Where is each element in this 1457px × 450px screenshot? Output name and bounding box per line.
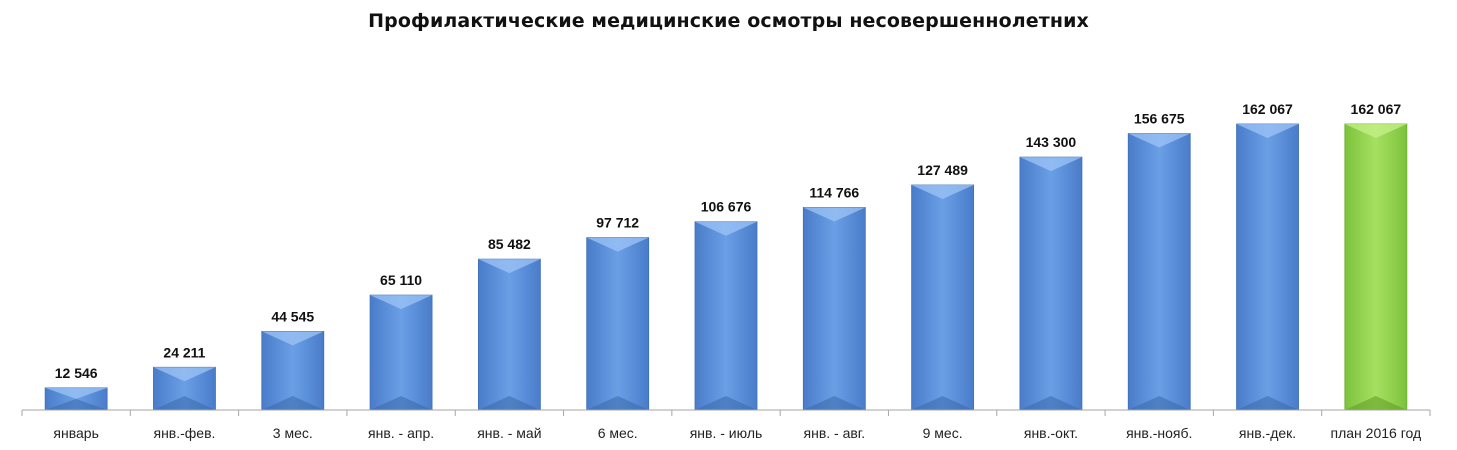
bar-bottom-bevel	[695, 396, 757, 410]
x-tick-label: янв.-фев.	[153, 425, 215, 441]
bar-bottom-bevel	[370, 396, 433, 410]
bar-12	[1236, 123, 1299, 411]
data-label: 65 110	[380, 272, 422, 288]
bar-rect	[694, 221, 758, 411]
bar-rect	[369, 294, 433, 411]
chart-title: Профилактические медицинские осмотры нес…	[368, 10, 1089, 32]
data-label: 24 211	[163, 344, 205, 360]
data-label: 12 546	[55, 365, 98, 381]
data-label: 97 712	[596, 215, 639, 231]
bar-8	[802, 207, 866, 411]
bar-7	[694, 221, 758, 411]
bar-rect	[1344, 123, 1408, 411]
data-label: 85 482	[488, 236, 531, 252]
bar-top-bevel	[370, 295, 433, 310]
x-tick-label: план 2016 год	[1331, 425, 1422, 441]
bar-top-bevel	[695, 221, 757, 236]
bar-rect	[802, 207, 866, 411]
x-tick-label: янв. - июль	[690, 425, 763, 441]
bar-rect	[911, 184, 975, 411]
bar-bottom-bevel	[586, 396, 649, 410]
data-label: 143 300	[1026, 134, 1077, 150]
bar-top-bevel	[1344, 124, 1407, 138]
bar-top-bevel	[478, 259, 541, 274]
bar-bottom-bevel	[153, 396, 216, 410]
bar-13	[1344, 123, 1408, 411]
bar-rect	[1019, 156, 1083, 411]
bar-top-bevel	[1236, 124, 1299, 138]
x-tick-label: янв. - май	[477, 425, 541, 441]
data-label: 156 675	[1134, 111, 1185, 127]
x-tick-label: янв. - апр.	[368, 425, 434, 441]
bar-bottom-bevel	[261, 396, 324, 410]
bar-bottom-bevel	[803, 396, 866, 410]
data-label: 114 766	[809, 184, 859, 200]
bar-bottom-bevel	[45, 398, 108, 410]
bar-top-bevel	[1128, 133, 1191, 148]
bar-rect	[586, 237, 650, 411]
data-label: 162 067	[1351, 101, 1402, 117]
x-tick-label: янв. - авг.	[804, 425, 866, 441]
data-label: 44 545	[271, 308, 314, 324]
bar-3	[261, 330, 325, 411]
x-tick-label: янв.-дек.	[1239, 425, 1296, 441]
x-tick-label: янв.-нояб.	[1126, 425, 1192, 441]
bar-top-bevel	[153, 367, 216, 382]
bar-4	[369, 294, 433, 411]
x-tick-label: янв.-окт.	[1024, 425, 1078, 441]
bar-bottom-bevel	[478, 396, 541, 410]
bar-1	[44, 387, 108, 411]
bar-5	[477, 258, 541, 411]
x-tick-label: 6 мес.	[598, 425, 638, 441]
bar-top-bevel	[45, 387, 108, 399]
bar-top-bevel	[261, 331, 324, 346]
bar-bottom-bevel	[911, 396, 974, 410]
bar-rect	[1127, 133, 1191, 411]
data-label: 162 067	[1242, 101, 1293, 117]
bar-10	[1019, 156, 1083, 411]
bar-top-bevel	[803, 207, 866, 222]
x-tick-label: январь	[53, 425, 98, 441]
bar-6	[586, 237, 650, 411]
bar-top-bevel	[1019, 157, 1082, 172]
data-label: 127 489	[917, 162, 968, 178]
bar-11	[1127, 133, 1191, 411]
bar-bottom-bevel	[1344, 396, 1407, 410]
bar-bottom-bevel	[1019, 396, 1082, 410]
data-label: 106 676	[701, 199, 752, 215]
bar-rect	[1236, 123, 1299, 411]
x-tick-label: 3 мес.	[273, 425, 313, 441]
bar-9	[911, 184, 975, 411]
bar-rect	[477, 258, 541, 411]
bar-top-bevel	[911, 185, 974, 200]
bar-2	[153, 366, 216, 411]
bar-top-bevel	[586, 237, 649, 252]
x-tick-label: 9 мес.	[923, 425, 963, 441]
bar-bottom-bevel	[1236, 396, 1299, 410]
bar-bottom-bevel	[1128, 396, 1191, 410]
